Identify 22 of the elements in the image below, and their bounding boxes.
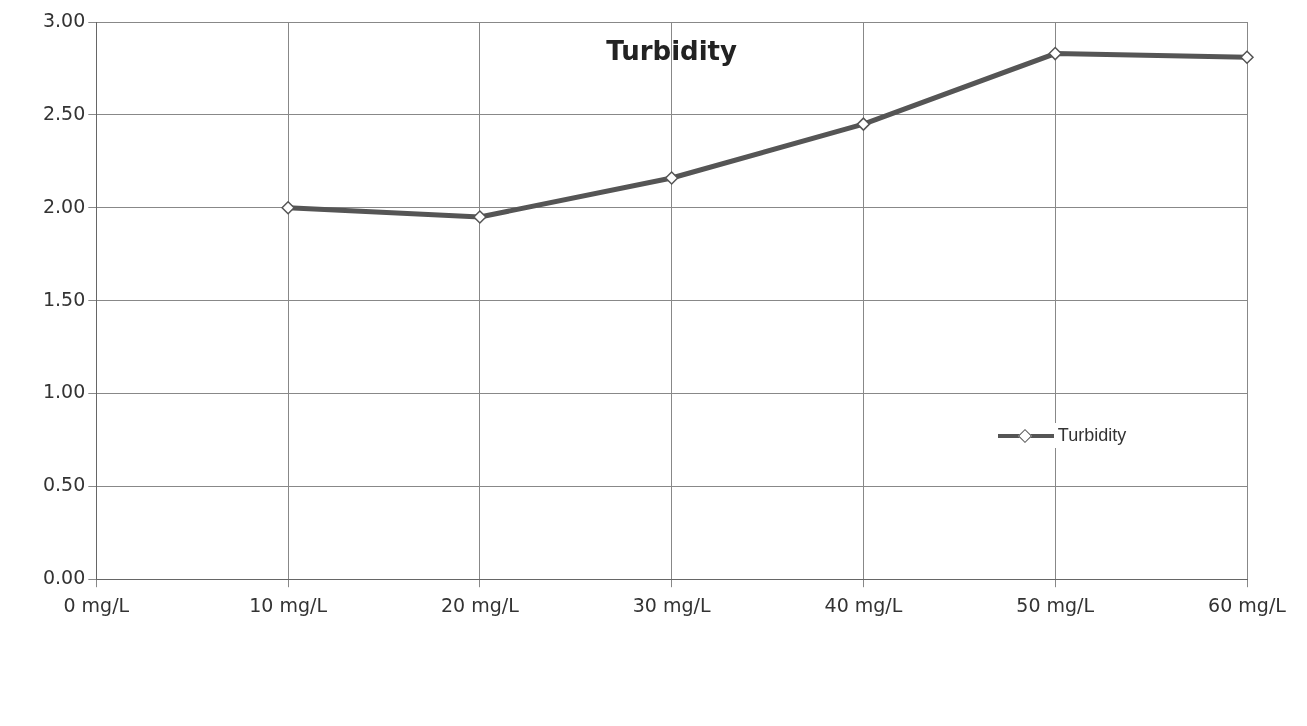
- y-tick-label: 1.00: [42, 380, 86, 403]
- y-tick-label: 3.00: [42, 8, 86, 31]
- text: Turbidity: [606, 36, 737, 66]
- legend-label: Turbidity: [1057, 425, 1127, 447]
- point: [1048, 46, 1062, 61]
- y-tick-label: 1.50: [42, 287, 86, 310]
- x-tick-label: 10 mg/L: [249, 593, 328, 616]
- y-tick-label: 0.50: [42, 473, 86, 496]
- point: [856, 117, 871, 131]
- y-tick-label: 2.50: [42, 101, 86, 124]
- x-tick-label: 0 mg/L: [63, 593, 130, 616]
- point: [664, 171, 679, 185]
- point: [281, 200, 295, 215]
- x-tick-label: 60 mg/L: [1208, 593, 1287, 616]
- x-tick-label: 40 mg/L: [824, 593, 903, 616]
- x-tick-label: 30 mg/L: [632, 593, 711, 616]
- x-tick-label: 20 mg/L: [440, 593, 520, 616]
- point: [473, 210, 487, 224]
- point: [1240, 50, 1254, 65]
- x-tick-label: 50 mg/L: [1016, 593, 1095, 616]
- y-tick-label: 2.00: [42, 194, 86, 217]
- y-tick-label: 0.00: [42, 566, 86, 589]
